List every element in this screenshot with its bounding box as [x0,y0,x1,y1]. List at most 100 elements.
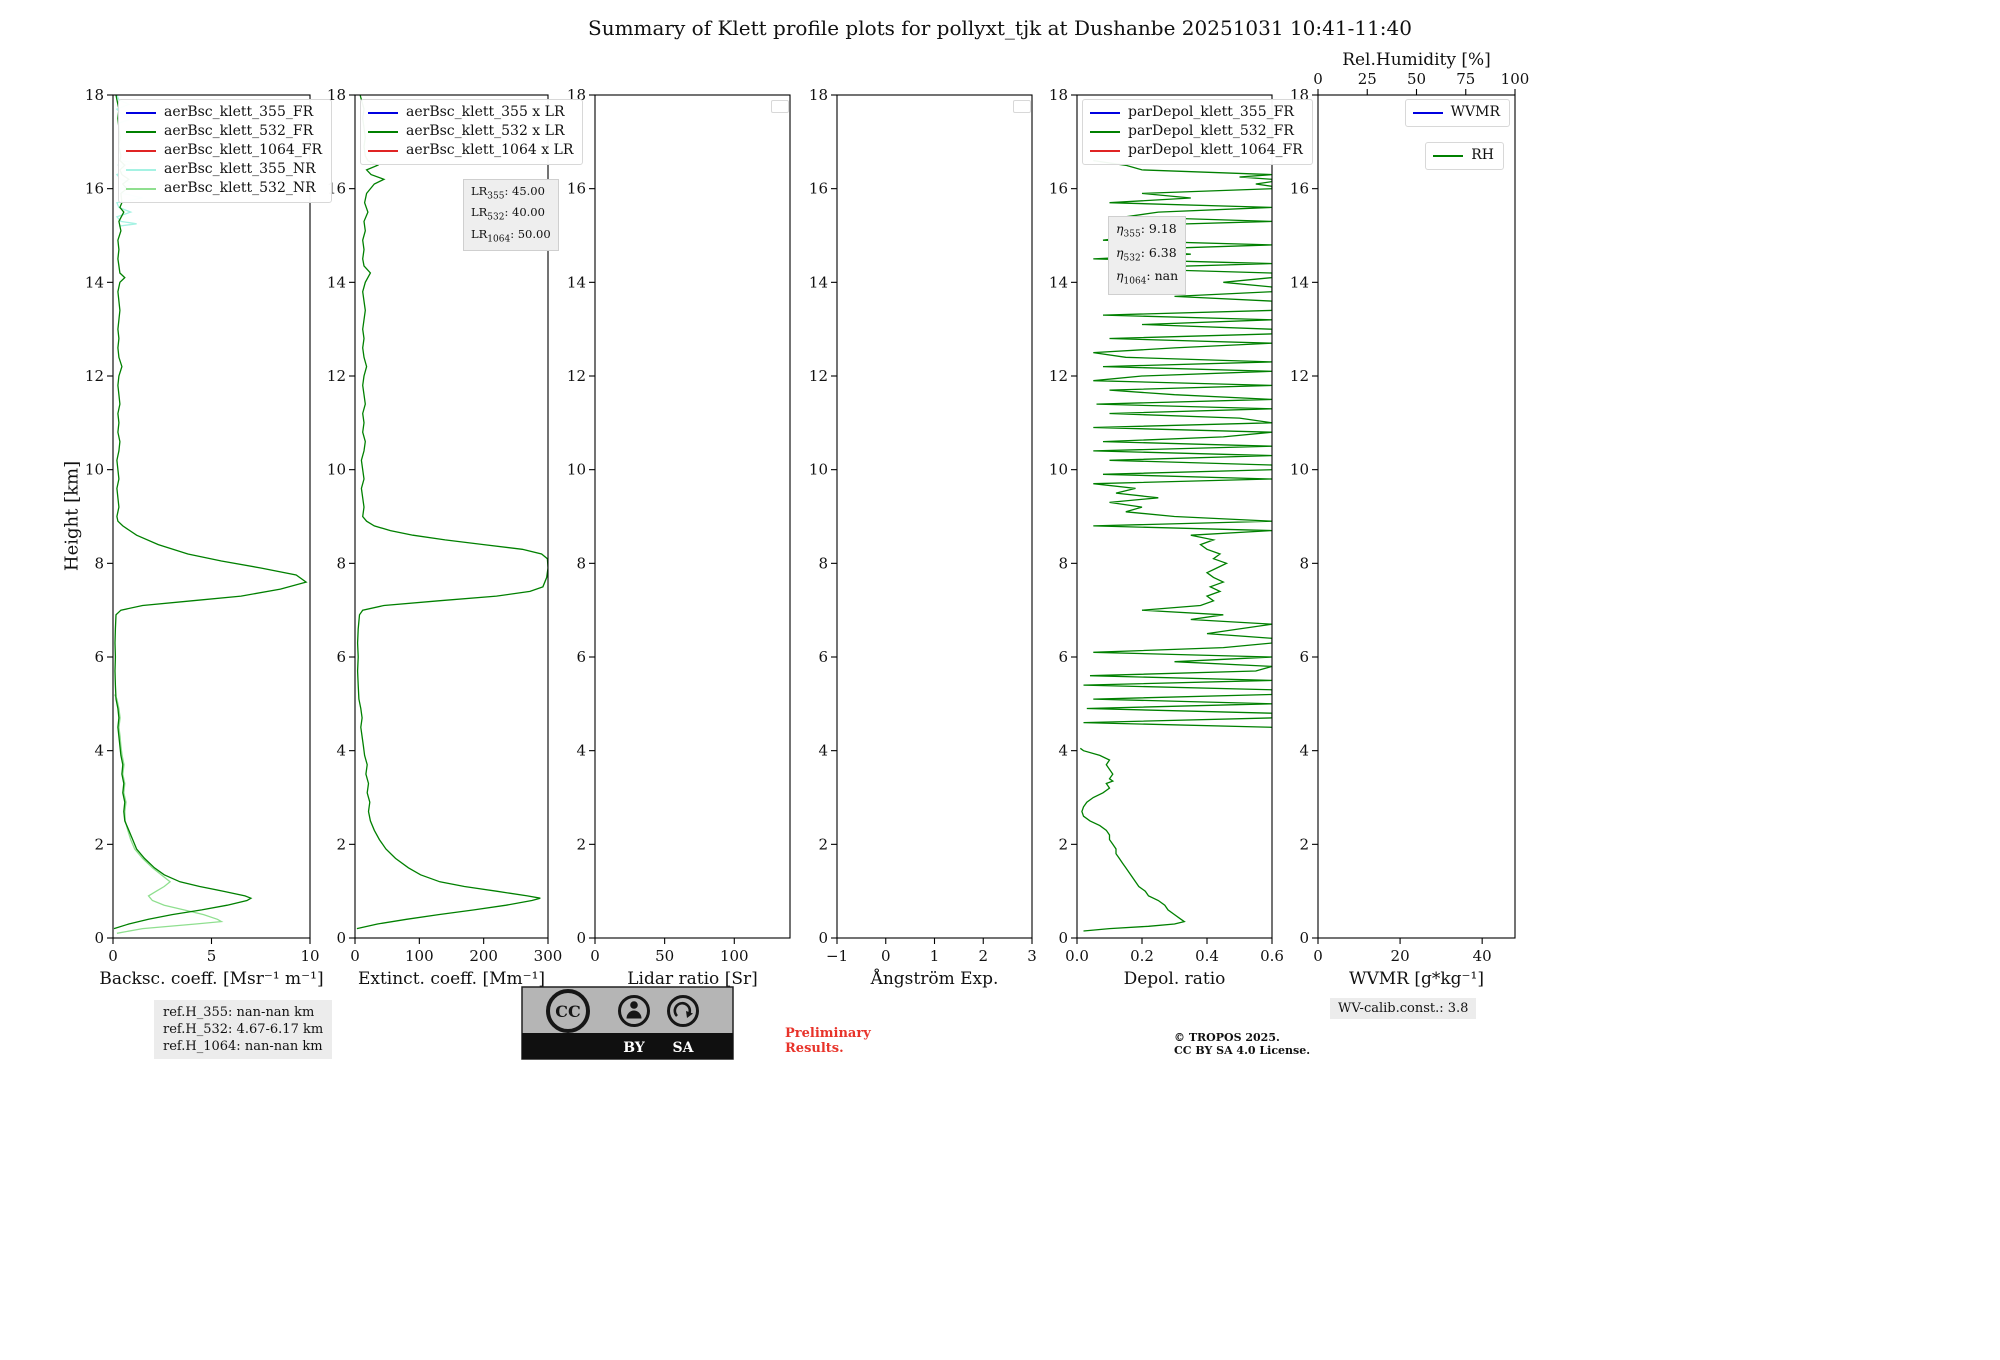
legend-line-swatch [126,149,156,152]
series-aerBsc_klett_532_FR [113,95,308,930]
legend-lidar-ratio-empty [771,100,789,113]
panel-depol-ratio: 0.0 0.2 0.4 0.6 0 2 4 6 8 10 12 14 16 18 Depol. ratio [1049,86,1284,989]
x-axis-label: WVMR [g*kg⁻¹] [1349,969,1484,989]
legend-rh: RH [1425,142,1504,170]
legend-entry: parDepol_klett_355_FR [1090,103,1303,122]
x-tick-label: 0.6 [1260,947,1284,965]
series-aerBsc_klett_532_x_LR [356,95,548,930]
x-axis-label: Backsc. coeff. [Msr⁻¹ m⁻¹] [99,969,323,989]
legend-label: aerBsc_klett_355 x LR [406,104,565,120]
legend-label: aerBsc_klett_355_FR [164,104,314,120]
x-tick-label: 0 [108,947,118,965]
y-tick-label: 16 [85,180,104,198]
annotation-line: η1064: nan [1116,268,1179,287]
y-tick-label: 4 [1058,742,1068,760]
wv-calibration-box: WV-calib.const.: 3.8 [1330,998,1477,1019]
x-axis-label: Extinct. coeff. [Mm⁻¹] [358,969,545,989]
top-axis-label: Rel.Humidity [%] [1342,50,1491,70]
y-tick-label: 6 [1299,648,1309,666]
y-tick-label: 10 [327,461,346,479]
copyright-line: © TROPOS 2025. [1174,1031,1280,1044]
cc-by-label: BY [623,1040,646,1056]
ref-line: ref.H_532: 4.67-6.17 km [163,1022,324,1037]
y-tick-label: 6 [336,648,346,666]
y-tick-label: 18 [1049,86,1068,104]
y-tick-label: 18 [809,86,828,104]
x-axis-label: Ångström Exp. [870,968,999,989]
y-tick-label: 14 [1049,273,1068,291]
annotation-line: LR532: 40.00 [471,205,545,223]
ref-line: ref.H_1064: nan-nan km [163,1039,323,1054]
y-tick-label: 14 [567,273,586,291]
series-group [356,95,548,930]
share-alike-icon [667,995,699,1027]
legend-label: RH [1471,147,1494,163]
y-tick-label: 0 [1058,929,1068,947]
panel-backscatter: 0 5 10 0 2 4 6 8 10 12 14 16 18 Backsc. coeff. [Msr⁻¹… [85,86,324,989]
y-tick-label: 14 [809,273,828,291]
legend-label: aerBsc_klett_532_NR [164,180,316,196]
y-tick-label: 10 [85,461,104,479]
person-body-icon [626,1010,642,1019]
preliminary-note: Preliminary Results. [785,1026,871,1056]
x-tick-label: 300 [534,947,563,965]
legend-line-swatch [368,149,398,152]
x-axis-label: Lidar ratio [Sr] [627,969,757,989]
legend-entry: parDepol_klett_532_FR [1090,122,1303,141]
legend-label: aerBsc_klett_1064 x LR [406,142,574,158]
legend-entry: WVMR [1412,103,1500,122]
preliminary-line: Results. [785,1041,844,1056]
legend-entry: aerBsc_klett_532 x LR [368,122,573,141]
legend-line-swatch [368,111,398,114]
legend-line-swatch [1090,149,1120,152]
legend-backscatter: aerBsc_klett_355_FR aerBsc_klett_532_FR … [118,99,333,203]
series-parDepol_klett_532_FR_low [1079,747,1186,932]
y-tick-label: 10 [1049,461,1068,479]
series-parDepol_klett_532_FR_high [1083,159,1272,728]
cc-glyph: CC [555,1002,580,1021]
legend-angstrom-empty [1013,100,1031,113]
y-tick-label: 0 [818,929,828,947]
legend-depol: parDepol_klett_355_FR parDepol_klett_532… [1082,99,1313,165]
legend-line-swatch [126,111,156,114]
ref-line: ref.H_355: nan-nan km [163,1005,315,1020]
y-tick-label: 4 [336,742,346,760]
x-axis-label: Depol. ratio [1124,969,1226,989]
legend-entry: aerBsc_klett_532_FR [126,122,322,141]
lidar-ratio-annotation: LR355: 45.00 LR532: 40.00 LR1064: 50.00 [463,179,559,251]
legend-label: WVMR [1450,104,1500,120]
top-tick-label: 0 [1313,70,1323,88]
legend-label: aerBsc_klett_532_FR [164,123,314,139]
y-tick-label: 2 [576,835,586,853]
x-tick-label: 3 [1027,947,1037,965]
x-tick-label: 200 [469,947,498,965]
top-tick-label: 50 [1407,70,1426,88]
legend-line-swatch [368,130,398,133]
series-group [1079,159,1272,932]
legend-label: aerBsc_klett_1064_FR [164,142,323,158]
x-tick-label: −1 [826,947,848,965]
legend-label: parDepol_klett_532_FR [1128,123,1294,139]
y-tick-label: 18 [85,86,104,104]
y-tick-label: 8 [94,554,104,572]
y-tick-label: 2 [336,835,346,853]
x-tick-label: 10 [300,947,319,965]
cc-badge-bar [522,1033,733,1059]
legend-entry: aerBsc_klett_1064_FR [126,141,322,160]
legend-entry: aerBsc_klett_355 x LR [368,103,573,122]
person-icon [618,995,650,1027]
legend-line-swatch [126,130,156,133]
annotation-line: η355: 9.18 [1116,221,1177,240]
figure-title: Summary of Klett profile plots for polly… [588,16,1412,40]
person-head-icon [630,1001,638,1009]
legend-line-swatch [126,168,156,171]
share-alike-arrow-icon [673,1001,692,1017]
y-tick-label: 10 [809,461,828,479]
x-tick-label: 0 [881,947,891,965]
legend-label: aerBsc_klett_355_NR [164,161,316,177]
legend-entry: aerBsc_klett_532_NR [126,179,322,198]
legend-entry: aerBsc_klett_355_FR [126,103,322,122]
preliminary-line: Preliminary [785,1026,871,1041]
